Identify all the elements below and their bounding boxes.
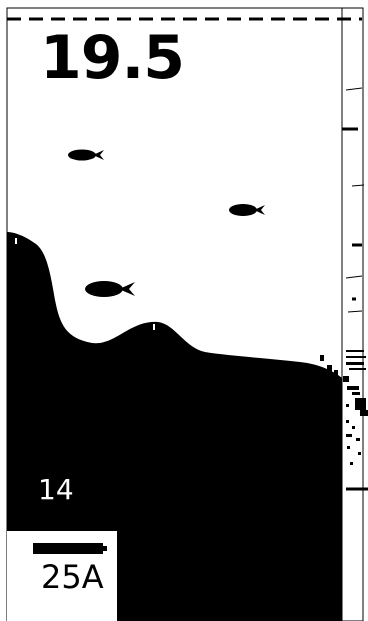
fish-icon	[229, 204, 265, 216]
fish-icon	[68, 149, 104, 161]
zoom-bar	[33, 543, 103, 554]
zoom-indicator[interactable]: 25A	[7, 530, 118, 621]
bottom-returns	[320, 350, 368, 465]
range-marker-label: 14	[38, 473, 74, 506]
zoom-label: 25A	[41, 558, 104, 596]
depth-scale	[342, 87, 368, 491]
seabed-area	[7, 232, 342, 621]
zoom-bar-tip	[103, 546, 107, 551]
fish-icon	[85, 281, 135, 297]
bottom-speck	[153, 324, 155, 330]
depth-readout: 19.5	[40, 23, 185, 93]
bottom-speck	[15, 238, 17, 244]
